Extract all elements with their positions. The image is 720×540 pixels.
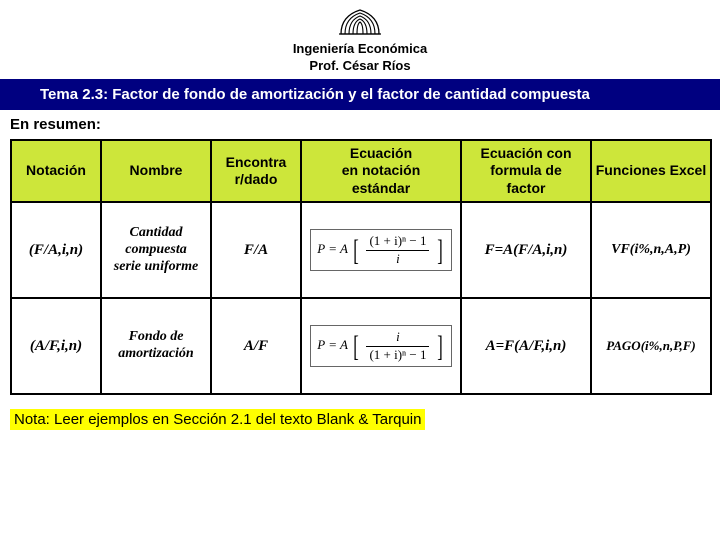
th-find-l2: r/dado (214, 171, 298, 189)
cell-eq-std: P = A [ i (1 + i)ⁿ − 1 ] (301, 298, 461, 394)
footnote: Nota: Leer ejemplos en Sección 2.1 del t… (10, 409, 425, 430)
institution-logo (337, 6, 383, 41)
summary-table: Notación Nombre Encontra r/dado Ecuación… (10, 139, 712, 396)
professor-name: Prof. César Ríos (0, 58, 720, 75)
name-l1: Cantidad (104, 225, 208, 242)
eq-den: i (366, 251, 429, 266)
cell-eq-factor: A=F(A/F,i,n) (461, 298, 591, 394)
th-find: Encontra r/dado (211, 140, 301, 203)
cell-eq-std: P = A [ (1 + i)ⁿ − 1 i ] (301, 202, 461, 298)
table-row: (A/F,i,n) Fondo de amortización A/F P = … (11, 298, 711, 394)
eq-num: (1 + i)ⁿ − 1 (366, 234, 429, 250)
th-notation: Notación (11, 140, 101, 203)
name-l3: serie uniforme (104, 259, 208, 276)
page-header: Ingeniería Económica Prof. César Ríos (0, 0, 720, 79)
th-find-l1: Encontra (214, 154, 298, 172)
cell-name: Fondo de amortización (101, 298, 211, 394)
fraction: (1 + i)ⁿ − 1 i (366, 234, 429, 266)
equation-box: P = A [ i (1 + i)ⁿ − 1 ] (310, 325, 451, 367)
fraction: i (1 + i)ⁿ − 1 (366, 330, 429, 362)
cell-find: A/F (211, 298, 301, 394)
left-bracket-icon: [ (353, 336, 359, 357)
th-eq-factor-l3: factor (464, 180, 588, 198)
eq-pre: P = A (317, 337, 348, 352)
th-eq-std: Ecuación en notación estándar (301, 140, 461, 203)
th-eq-factor-l2: formula de (464, 162, 588, 180)
cell-find: F/A (211, 202, 301, 298)
table-header: Notación Nombre Encontra r/dado Ecuación… (11, 140, 711, 203)
note-container: Nota: Leer ejemplos en Sección 2.1 del t… (0, 395, 720, 430)
right-bracket-icon: ] (437, 240, 443, 261)
th-eq-std-l1: Ecuación (304, 145, 458, 163)
summary-table-container: Notación Nombre Encontra r/dado Ecuación… (0, 135, 720, 396)
topic-bar: Tema 2.3: Factor de fondo de amortizació… (0, 79, 720, 110)
right-bracket-icon: ] (437, 336, 443, 357)
left-bracket-icon: [ (353, 240, 359, 261)
eq-pre: P = A (317, 241, 348, 256)
cell-excel: VF(i%,n,A,P) (591, 202, 711, 298)
subtitle: En resumen: (0, 110, 720, 135)
course-title: Ingeniería Económica (0, 41, 720, 58)
name-l2: compuesta (104, 242, 208, 259)
th-eq-std-l2: en notación (304, 162, 458, 180)
name-l2: amortización (104, 346, 208, 363)
table-row: (F/A,i,n) Cantidad compuesta serie unifo… (11, 202, 711, 298)
th-eq-std-l3: estándar (304, 180, 458, 198)
th-eq-factor: Ecuación con formula de factor (461, 140, 591, 203)
th-excel: Funciones Excel (591, 140, 711, 203)
cell-notation: (A/F,i,n) (11, 298, 101, 394)
equation-box: P = A [ (1 + i)ⁿ − 1 i ] (310, 229, 451, 271)
eq-num: i (366, 330, 429, 346)
th-eq-factor-l1: Ecuación con (464, 145, 588, 163)
th-name: Nombre (101, 140, 211, 203)
name-l1: Fondo de (104, 329, 208, 346)
cell-notation: (F/A,i,n) (11, 202, 101, 298)
cell-eq-factor: F=A(F/A,i,n) (461, 202, 591, 298)
cell-name: Cantidad compuesta serie uniforme (101, 202, 211, 298)
cell-excel: PAGO(i%,n,P,F) (591, 298, 711, 394)
eq-den: (1 + i)ⁿ − 1 (366, 347, 429, 362)
